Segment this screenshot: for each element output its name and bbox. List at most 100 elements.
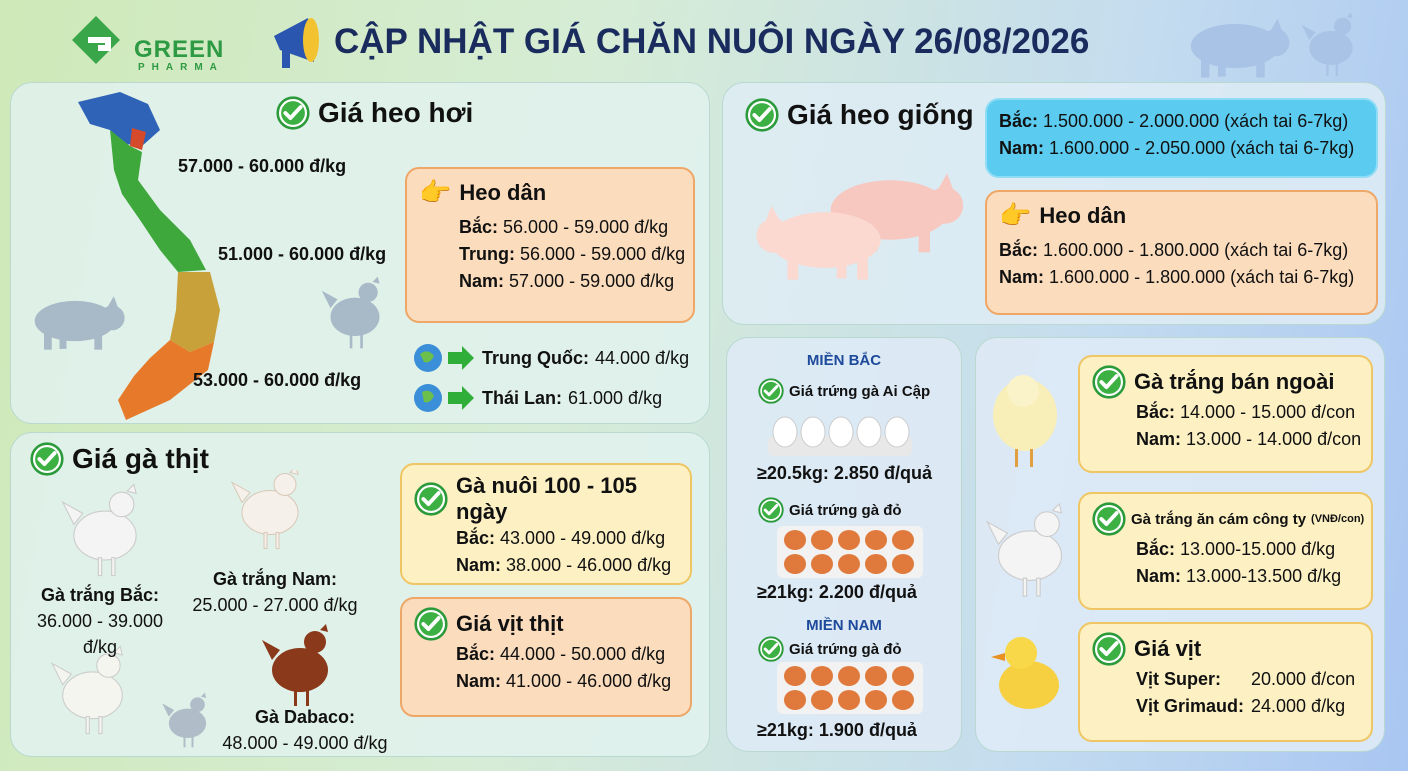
row-label: Trung Quốc:	[482, 347, 589, 368]
breed-value: 48.000 - 49.000 đ/kg	[222, 733, 388, 753]
price-row: Nam: 1.600.000 - 2.050.000 (xách tai 6-7…	[999, 135, 1364, 162]
icon	[1092, 632, 1126, 666]
breed-name: Gà Dabaco:	[254, 707, 356, 727]
price-row: Bắc: 14.000 - 15.000 đ/con	[1136, 399, 1359, 426]
box-title: Giá vịt thịt	[414, 607, 678, 641]
breed-price: Gà Dabaco: 48.000 - 49.000 đ/kg	[220, 704, 390, 756]
row-value: 24.000 đ/kg	[1251, 696, 1346, 716]
household-box: 👉 Heo dân Bắc: 56.000 - 59.000 đ/kg Trung…	[405, 167, 695, 323]
price-row: Bắc: 13.000-15.000 đ/kg	[1136, 536, 1359, 563]
title-text: Giá gà thịt	[72, 443, 209, 474]
row-value: 14.000 - 15.000 đ/con	[1180, 402, 1356, 422]
price-row: Trung: 56.000 - 59.000 đ/kg	[459, 241, 685, 268]
section-title: Giá gà thịt	[30, 442, 209, 476]
icon	[276, 96, 310, 130]
row-value: 1.600.000 - 2.050.000 (xách tai 6-7kg)	[1049, 138, 1355, 158]
price-row: Bắc: 1.600.000 - 1.800.000 (xách tai 6-7…	[999, 237, 1364, 264]
price-box: Giá vịt thịt Bắc: 44.000 - 50.000 đ/kg N…	[400, 597, 692, 717]
icon	[758, 378, 784, 404]
row-label: Bắc:	[1136, 402, 1176, 422]
chick-illustration	[986, 375, 1063, 709]
title-text: Gà nuôi 100 - 105 ngày	[456, 473, 637, 524]
price-row: Bắc: 1.500.000 - 2.000.000 (xách tai 6-7…	[999, 108, 1364, 135]
bg-animals	[1190, 12, 1353, 78]
title-text: Giá trứng gà Ai Cập	[789, 382, 931, 400]
row-label: Thái Lan:	[482, 387, 562, 408]
piglet-illustration	[756, 173, 964, 280]
icon	[758, 497, 784, 523]
row-value: 1.500.000 - 2.000.000 (xách tai 6-7kg)	[1043, 111, 1349, 131]
price-row: Vịt Grimaud: 24.000 đ/kg	[1136, 693, 1359, 720]
row-value: 61.000 đ/kg	[568, 387, 663, 408]
box-title: Gà trắng ăn cám công ty (VNĐ/con)	[1092, 502, 1364, 536]
section-title: Giá heo giống	[745, 98, 974, 132]
breed-name: Gà trắng Nam:	[212, 569, 338, 589]
title-text: Heo dân	[459, 179, 547, 205]
region-title: MIỀN NAM	[806, 617, 882, 634]
row-value: 38.000 - 46.000 đ/kg	[506, 555, 672, 575]
price-row: Vịt Super: 20.000 đ/con	[1136, 666, 1359, 693]
row-label: Vịt Grimaud:	[1136, 696, 1245, 716]
box-title: 👉 Heo dân	[419, 177, 681, 208]
row-value: 56.000 - 59.000 đ/kg	[520, 244, 686, 264]
row-value: 13.000-15.000 đ/kg	[1180, 539, 1336, 559]
title-text: Giá trứng gà đỏ	[789, 501, 902, 519]
title-text: Gà trắng ăn cám công ty	[1131, 510, 1307, 528]
price-row: Nam: 41.000 - 46.000 đ/kg	[456, 668, 678, 695]
row-value: 1.600.000 - 1.800.000 (xách tai 6-7kg)	[1043, 240, 1349, 260]
region-price: 53.000 - 60.000 đ/kg	[193, 370, 362, 390]
egg-title: Giá trứng gà đỏ	[758, 636, 902, 662]
row-label: Vịt Super:	[1136, 669, 1222, 689]
price-row: Nam: 38.000 - 46.000 đ/kg	[456, 552, 678, 579]
row-label: Trung:	[459, 244, 515, 264]
title-text: Giá heo hơi	[318, 97, 474, 128]
price-row: Bắc: 43.000 - 49.000 đ/kg	[456, 525, 678, 552]
foreign-price: Trung Quốc: 44.000 đ/kg	[412, 342, 689, 374]
row-label: Nam:	[456, 555, 502, 575]
box-title: 👉 Heo dân	[999, 200, 1364, 231]
breed-price: Gà trắng Bắc: 36.000 - 39.000 đ/kg	[20, 582, 180, 660]
row-label: Bắc:	[459, 217, 499, 237]
region-title: MIỀN BẮC	[806, 352, 882, 369]
row-label: Nam:	[1136, 566, 1182, 586]
price-box: Gà trắng ăn cám công ty (VNĐ/con) Bắc: 13…	[1078, 492, 1373, 610]
page-title: CẬP NHẬT GIÁ CHĂN NUÔI NGÀY 26/08/2026	[334, 22, 1090, 61]
title-text: Giá vịt thịt	[456, 611, 564, 636]
egg-price: ≥21kg: 2.200 đ/quả	[757, 582, 917, 602]
price-box: Gà trắng bán ngoài Bắc: 14.000 - 15.000 …	[1078, 355, 1373, 473]
price-row: Bắc: 56.000 - 59.000 đ/kg	[459, 214, 681, 241]
icon	[1092, 365, 1126, 399]
price-row: Nam: 57.000 - 59.000 đ/kg	[459, 268, 681, 295]
row-label: Bắc:	[456, 528, 496, 548]
icon	[745, 98, 779, 132]
pointer-icon: 👉	[999, 200, 1032, 230]
box-title: Giá vịt	[1092, 632, 1359, 666]
row-label: Bắc:	[999, 240, 1039, 260]
globe-arrow	[414, 384, 474, 412]
globe-arrow	[414, 344, 474, 372]
row-label: Nam:	[1136, 429, 1182, 449]
company-box: Bắc: 1.500.000 - 2.000.000 (xách tai 6-7…	[985, 98, 1378, 178]
row-label: Bắc:	[999, 111, 1039, 131]
row-value: 41.000 - 46.000 đ/kg	[506, 671, 672, 691]
row-value: 44.000 đ/kg	[595, 347, 690, 368]
row-value: 1.600.000 - 1.800.000 (xách tai 6-7kg)	[1049, 267, 1355, 287]
section-title: Giá heo hơi	[276, 96, 473, 130]
icon	[414, 607, 448, 641]
row-value: 56.000 - 59.000 đ/kg	[503, 217, 669, 237]
row-label: Nam:	[456, 671, 502, 691]
egg-price: ≥20.5kg: 2.850 đ/quả	[757, 463, 932, 483]
box-title: Gà nuôi 100 - 105 ngày	[414, 473, 678, 525]
breed-name: Gà trắng Bắc:	[40, 585, 160, 605]
row-label: Bắc:	[1136, 539, 1176, 559]
icon	[414, 482, 448, 516]
price-row: Nam: 13.000 - 14.000 đ/con	[1136, 426, 1362, 453]
price-box: Giá vịt Vịt Super: 20.000 đ/con Vịt Grima…	[1078, 622, 1373, 742]
breed-price: Gà trắng Nam: 25.000 - 27.000 đ/kg	[190, 566, 360, 618]
egg-tray	[777, 662, 923, 714]
title-text: Giá trứng gà đỏ	[789, 640, 902, 658]
row-value: 44.000 - 50.000 đ/kg	[500, 644, 666, 664]
row-value: 20.000 đ/con	[1251, 669, 1356, 689]
row-value: 13.000 - 14.000 đ/con	[1186, 429, 1362, 449]
title-note: (VNĐ/con)	[1311, 513, 1365, 525]
